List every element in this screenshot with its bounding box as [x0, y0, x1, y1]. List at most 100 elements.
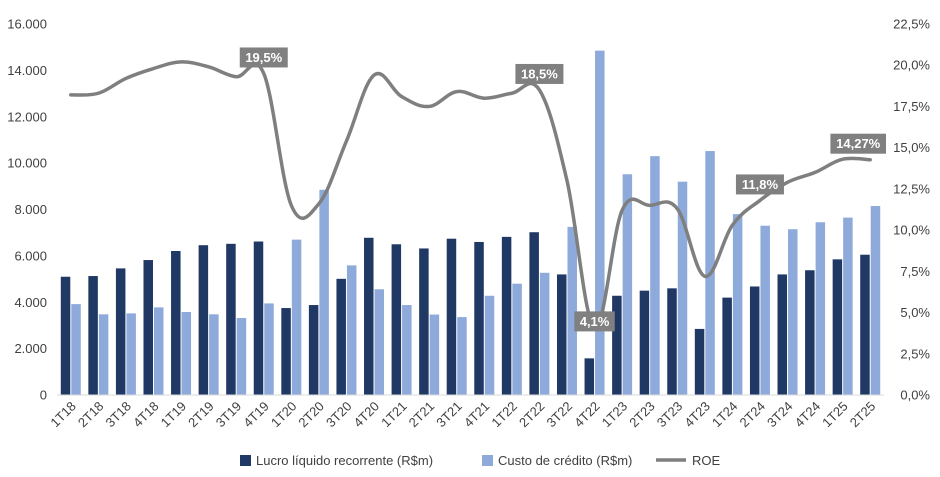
bar-lucro-1T18 — [60, 276, 71, 395]
callout-label: 18,5% — [521, 66, 558, 81]
bar-custo-2T25 — [870, 206, 881, 395]
bar-lucro-2T22 — [529, 232, 539, 395]
bar-custo-4T20 — [374, 289, 385, 395]
legend-label-roe: ROE — [692, 453, 721, 468]
bar-lucro-3T21 — [446, 238, 457, 395]
bar-lucro-3T19 — [226, 243, 236, 395]
bar-custo-1T19 — [181, 311, 192, 395]
x-tick-label: 4T21 — [461, 399, 493, 431]
x-tick-label: 1T24 — [709, 399, 741, 431]
bar-lucro-4T23 — [694, 328, 705, 395]
bars-layer — [60, 50, 881, 396]
bar-lucro-2T23 — [639, 290, 650, 395]
x-tick-label: 3T24 — [764, 399, 796, 431]
left-tick-label: 14.000 — [7, 63, 47, 78]
x-tick-label: 2T25 — [847, 399, 879, 431]
right-tick-label: 22,5% — [893, 17, 930, 32]
x-tick-label: 4T20 — [351, 399, 383, 431]
x-tick-label: 3T18 — [102, 399, 134, 431]
right-tick-label: 2,5% — [900, 346, 930, 361]
bar-custo-4T24 — [815, 222, 826, 395]
bar-lucro-1T23 — [612, 295, 622, 395]
bar-custo-3T23 — [677, 181, 688, 395]
bar-custo-1T22 — [512, 283, 522, 395]
bar-lucro-4T19 — [253, 241, 264, 395]
bar-lucro-4T21 — [474, 241, 484, 395]
x-tick-label: 2T22 — [516, 399, 548, 431]
x-tick-label: 1T18 — [47, 399, 79, 431]
callout-box — [239, 47, 288, 68]
legend: Lucro líquido recorrente (R$m) Custo de … — [240, 453, 721, 468]
bar-custo-3T20 — [346, 265, 357, 395]
callout-2T24: 11,8% — [735, 174, 784, 195]
bar-lucro-1T25 — [832, 259, 843, 395]
bar-custo-1T20 — [291, 239, 302, 395]
bar-lucro-2T20 — [308, 305, 319, 395]
callout-2T22: 18,5% — [515, 63, 564, 84]
x-tick-label: 4T23 — [681, 399, 713, 431]
bar-custo-2T18 — [98, 314, 109, 395]
x-tick-label: 3T20 — [323, 399, 355, 431]
callout-label: 19,5% — [245, 50, 282, 65]
callout-label: 4,1% — [580, 314, 610, 329]
bar-lucro-1T22 — [501, 236, 512, 395]
bar-lucro-3T24 — [777, 274, 788, 395]
bar-lucro-4T18 — [143, 260, 153, 395]
right-tick-label: 5,0% — [900, 305, 930, 320]
bar-custo-2T22 — [539, 272, 550, 395]
left-tick-label: 12.000 — [7, 109, 47, 124]
bar-lucro-2T24 — [749, 286, 760, 395]
right-tick-label: 10,0% — [893, 223, 930, 238]
x-tick-label: 3T22 — [544, 399, 576, 431]
bar-custo-4T21 — [484, 295, 495, 395]
bar-custo-2T21 — [429, 314, 440, 395]
bar-custo-2T24 — [760, 225, 770, 395]
left-tick-label: 16.000 — [7, 17, 47, 32]
left-tick-label: 4.000 — [14, 295, 47, 310]
left-axis-ticks: 0 2.000 4.000 6.000 8.000 10.000 12.000 14.000 1… — [7, 17, 47, 403]
bar-lucro-1T20 — [281, 308, 291, 395]
right-tick-label: 15,0% — [893, 140, 930, 155]
bar-custo-1T24 — [732, 214, 743, 395]
bar-custo-1T25 — [843, 217, 853, 395]
callout-label: 14,27% — [836, 136, 881, 151]
bar-lucro-2T19 — [198, 245, 209, 395]
bar-custo-2T19 — [209, 314, 219, 395]
x-tick-label: 2T21 — [406, 399, 438, 431]
bar-lucro-1T24 — [722, 297, 732, 395]
x-tick-label: 2T19 — [185, 399, 217, 431]
annotation-callouts: 19,5% 18,5% 4,1% 11,8% 14,27% — [239, 47, 886, 332]
bar-lucro-4T24 — [805, 270, 815, 395]
left-tick-label: 0 — [40, 388, 47, 403]
x-tick-label: 1T25 — [819, 399, 851, 431]
callout-box — [735, 174, 784, 195]
x-tick-label: 4T19 — [240, 399, 272, 431]
bar-lucro-2T25 — [860, 254, 870, 395]
right-tick-label: 20,0% — [893, 58, 930, 73]
right-tick-label: 12,5% — [893, 181, 930, 196]
right-axis-ticks: 0,0% 2,5% 5,0% 7,5% 10,0% 12,5% 15,0% 17,5% 20,0… — [893, 17, 930, 403]
bar-custo-1T23 — [622, 174, 633, 395]
x-tick-label: 2T24 — [737, 399, 769, 431]
callout-label: 11,8% — [742, 177, 779, 192]
callout-4T19: 19,5% — [239, 47, 288, 68]
bar-lucro-1T21 — [391, 244, 402, 395]
x-tick-label: 3T19 — [213, 399, 245, 431]
x-tick-label: 2T23 — [626, 399, 658, 431]
callout-2T25: 14,27% — [830, 133, 886, 154]
right-tick-label: 17,5% — [893, 99, 930, 114]
x-tick-label: 2T20 — [295, 399, 327, 431]
x-tick-label: 4T18 — [130, 399, 162, 431]
callout-box — [515, 63, 564, 84]
bar-lucro-1T19 — [171, 251, 181, 395]
right-tick-label: 0,0% — [900, 388, 930, 403]
bar-custo-3T22 — [567, 226, 577, 395]
callout-box — [574, 311, 615, 332]
bar-custo-3T18 — [126, 313, 136, 395]
bar-lucro-2T18 — [88, 276, 98, 395]
roe-series-line — [69, 60, 872, 330]
bar-custo-3T19 — [236, 318, 247, 395]
left-tick-label: 10.000 — [7, 156, 47, 171]
legend-swatch-custo — [482, 455, 493, 466]
